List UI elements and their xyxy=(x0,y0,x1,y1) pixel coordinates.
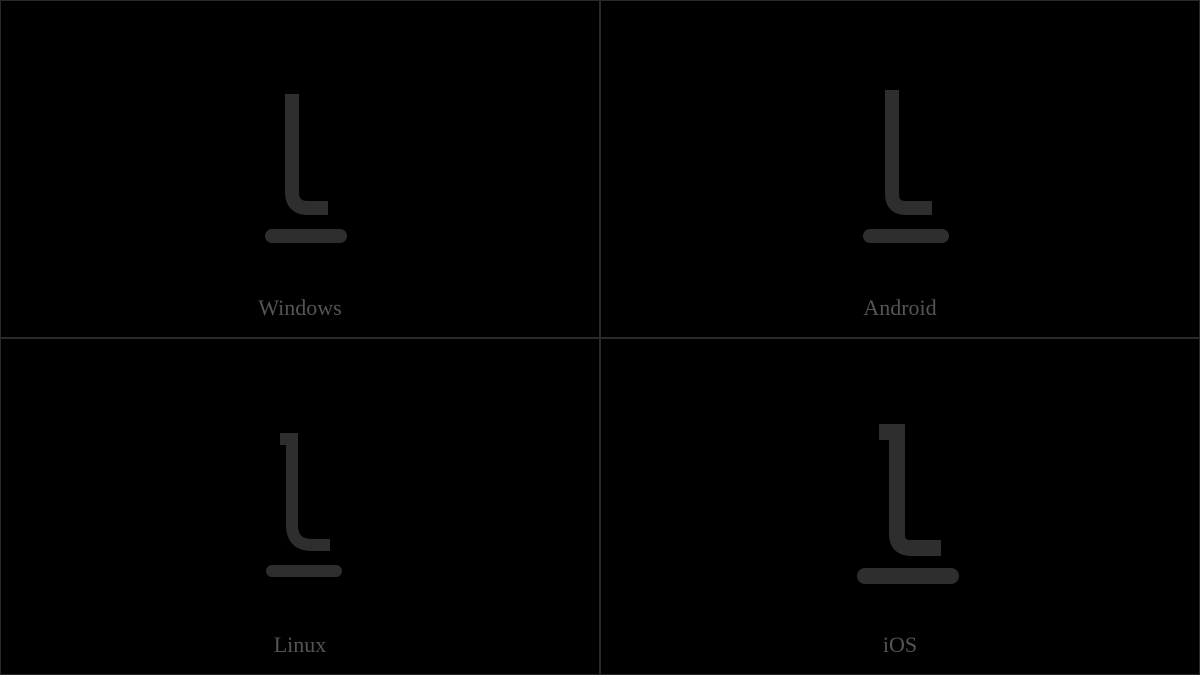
glyph-ios xyxy=(835,416,965,596)
glyph-area-linux xyxy=(1,339,599,675)
panel-windows: Windows xyxy=(0,0,600,338)
glyph-area-windows xyxy=(1,1,599,337)
panel-linux: Linux xyxy=(0,338,600,675)
comparison-grid: Windows Android Linux iOS xyxy=(0,0,1200,675)
os-label-linux: Linux xyxy=(1,632,599,658)
panel-ios: iOS xyxy=(600,338,1200,675)
glyph-android xyxy=(840,84,960,254)
os-label-android: Android xyxy=(601,295,1199,321)
panel-android: Android xyxy=(600,0,1200,338)
glyph-linux xyxy=(240,421,360,591)
os-label-ios: iOS xyxy=(601,632,1199,658)
glyph-area-android xyxy=(601,1,1199,337)
glyph-area-ios xyxy=(601,339,1199,675)
glyph-windows xyxy=(240,84,360,254)
os-label-windows: Windows xyxy=(1,295,599,321)
